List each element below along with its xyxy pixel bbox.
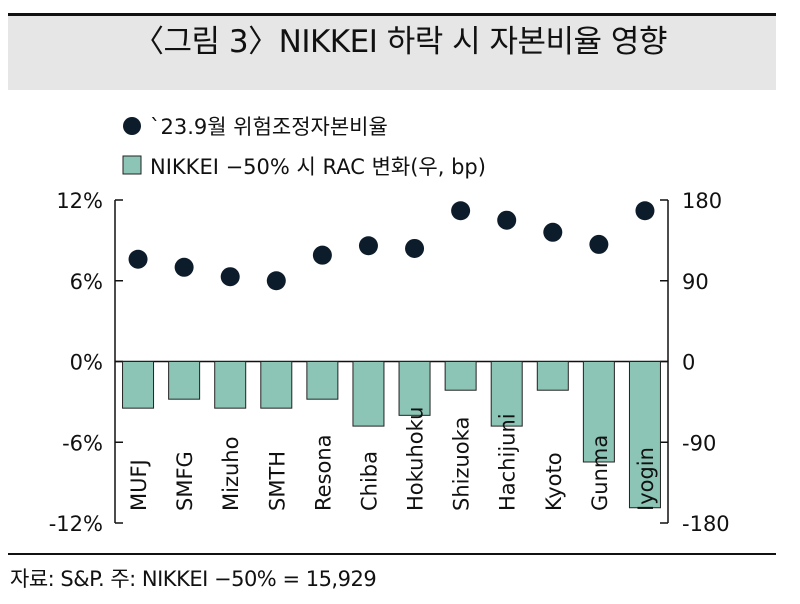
dot-chiba	[358, 236, 378, 256]
bars	[122, 361, 661, 509]
bar-gunma	[582, 361, 615, 463]
right-tick-label: 90	[682, 270, 709, 294]
bar-smfg	[168, 361, 201, 400]
bar-smth	[260, 361, 293, 409]
legend-dot-marker	[123, 117, 141, 135]
category-label-mizuho: Mizuho	[219, 437, 243, 511]
category-label-resona: Resona	[311, 434, 335, 511]
right-tick-label: 0	[682, 351, 695, 375]
category-label-gunma: Gunma	[588, 435, 612, 511]
bar-mufj	[122, 361, 155, 409]
dot-gunma	[589, 234, 609, 254]
bar-shizuoka	[444, 361, 477, 391]
dot-kyoto	[543, 222, 563, 242]
category-label-iyogin: Iyogin	[634, 447, 658, 511]
dot-shizuoka	[451, 201, 471, 221]
bar-resona	[306, 361, 339, 400]
dot-smfg	[174, 257, 194, 277]
left-tick-label: 12%	[56, 189, 103, 213]
legend-label-rac-change: NIKKEI −50% 시 RAC 변화(우, bp)	[150, 155, 486, 179]
category-label-chiba: Chiba	[357, 451, 381, 511]
category-label-mufj: MUFJ	[127, 459, 151, 511]
bar-chiba	[352, 361, 385, 427]
dot-resona	[312, 245, 332, 265]
category-label-smth: SMTH	[265, 451, 289, 511]
title-band	[8, 16, 776, 90]
right-tick-label: -90	[682, 431, 716, 455]
bar-iyogin	[628, 361, 661, 509]
dot-mizuho	[220, 267, 240, 287]
left-tick-label: -6%	[62, 431, 103, 455]
dot-hachijuni	[497, 210, 517, 230]
category-label-hokuhoku: Hokuhoku	[404, 407, 428, 511]
category-label-smfg: SMFG	[173, 451, 197, 511]
category-label-hachijuni: Hachijuni	[496, 413, 520, 511]
legend-label-ratio: `23.9월 위험조정자본비율	[150, 115, 388, 139]
axes: 12% 6% 0% -6% -12% 180 90 0 -90 -180	[49, 189, 730, 536]
left-tick-label: 0%	[70, 351, 103, 375]
bar-mizuho	[214, 361, 247, 409]
dot-iyogin	[635, 201, 655, 221]
left-tick-label: 6%	[70, 270, 103, 294]
bar-hachijuni	[490, 361, 523, 427]
right-tick-label: -180	[682, 512, 730, 536]
category-label-kyoto: Kyoto	[542, 452, 566, 511]
chart-title: 〈그림 3〉NIKKEI 하락 시 자본비율 영향	[133, 24, 667, 60]
right-tick-label: 180	[682, 189, 722, 213]
footnote: 자료: S&P. 주: NIKKEI −50% = 15,929	[10, 567, 377, 591]
dot-smth	[266, 271, 286, 291]
bar-kyoto	[536, 361, 569, 391]
category-labels: MUFJ SMFG Mizuho SMTH Resona Chiba Hokuhoku Shi…	[127, 407, 658, 511]
bottom-rule	[8, 553, 776, 555]
dots	[128, 201, 655, 291]
top-rule	[8, 13, 776, 16]
dot-mufj	[128, 249, 148, 269]
bar-hokuhoku	[398, 361, 431, 416]
category-label-shizuoka: Shizuoka	[450, 417, 474, 511]
legend: `23.9월 위험조정자본비율 NIKKEI −50% 시 RAC 변화(우, …	[122, 115, 486, 179]
left-tick-label: -12%	[49, 512, 103, 536]
legend-bar-marker	[122, 155, 142, 175]
dot-hokuhoku	[405, 238, 425, 258]
